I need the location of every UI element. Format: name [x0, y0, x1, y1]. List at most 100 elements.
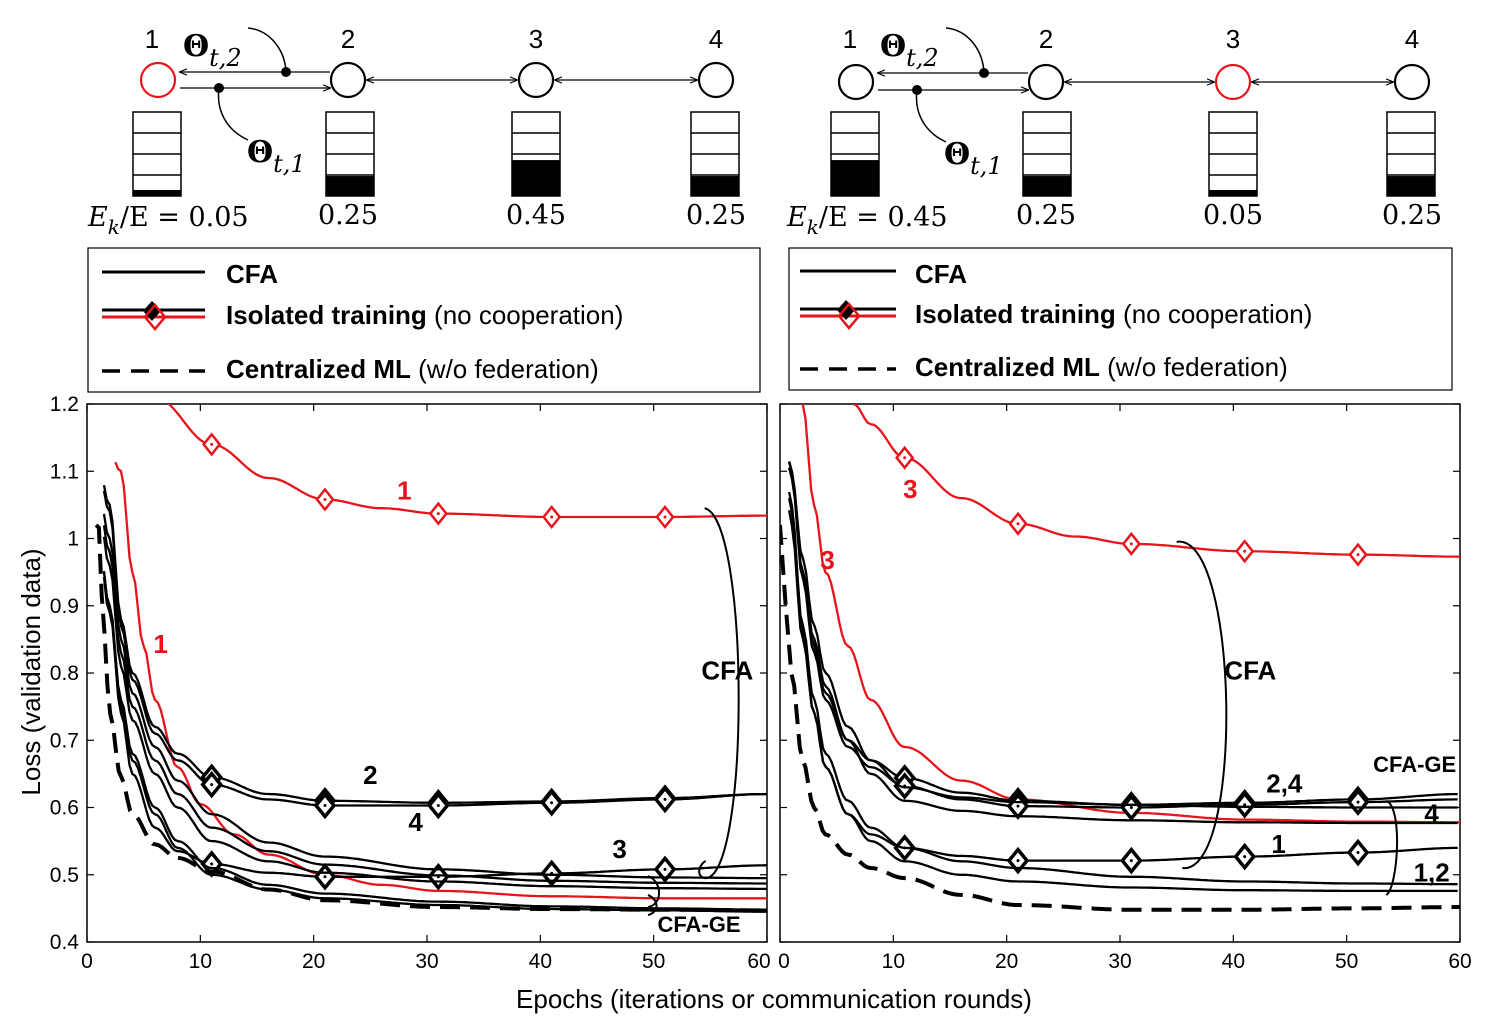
data-point-center [663, 867, 667, 871]
x-tick-label: 0 [778, 950, 790, 973]
x-tick-label: 50 [642, 950, 665, 973]
annotation-label: 1 [153, 629, 167, 659]
topology-right: Θt,2 Θt,1 1 Ek/E = 0.45 2 0.25 3 0.05 4 0.25 [786, 24, 1442, 239]
node-1 [837, 63, 875, 101]
legend-central-bold: Centralized ML [915, 352, 1100, 382]
series-line-cfa [102, 513, 767, 880]
node-label-3: 3 [529, 24, 543, 54]
ratio-label-2: 0.25 [318, 200, 378, 231]
node-4 [1393, 63, 1431, 101]
svg-text:Isolated training (no cooperat: Isolated training (no cooperation) [915, 299, 1312, 329]
annotation-label: 1 [1271, 829, 1285, 859]
legend-isolated-bold: Isolated training [915, 299, 1116, 329]
plot-panel-right: 0 10 20 30 40 50 60 3 3 CFA 2,4 CFA-GE 4 1 1,2 [778, 403, 1472, 973]
data-buffer-2 [1022, 111, 1072, 197]
x-tick-label: 10 [882, 950, 905, 973]
series-line-centralized-ml [94, 523, 765, 913]
series-line-cfa-ge [787, 497, 1458, 886]
annotation-label: CFA [1224, 656, 1276, 686]
theta-1-label: Θt,1 [944, 137, 1003, 180]
x-tick-label: 30 [415, 950, 438, 973]
y-tick-label: 0.8 [50, 662, 79, 685]
y-tick-label: 1 [67, 528, 79, 551]
data-buffer-1 [132, 111, 182, 197]
node-3 [517, 61, 555, 99]
data-point-center [323, 803, 327, 807]
node-2 [329, 61, 367, 99]
legend-central-rest: (w/o federation) [411, 354, 599, 384]
series-line-cfa [787, 467, 1458, 825]
data-point-center [1243, 803, 1247, 807]
ratio-label-1: Ek/E = 0.05 [87, 202, 249, 239]
annotation-label: CFA-GE [657, 912, 740, 937]
data-point-center [436, 803, 440, 807]
data-point-center [210, 442, 214, 446]
cfa-bracket [698, 507, 740, 880]
node-label-4: 4 [1405, 24, 1419, 54]
y-axis-label: Loss (validation data) [16, 548, 46, 795]
data-point-center [1016, 522, 1020, 526]
plot-frame [86, 403, 768, 943]
node-label-1: 1 [843, 24, 857, 54]
node-3 [1214, 63, 1252, 101]
series-line-cfa [102, 536, 767, 891]
cfa-ge-brace [1385, 799, 1399, 896]
plot-panel-left: 0 10 20 30 40 50 60 0.4 0.5 0.6 0.7 0.8 0.9 1 1.1 1.2 1 1… [50, 393, 771, 973]
ratio-label-4: 0.25 [1382, 200, 1442, 231]
annotation-label: 1,2 [1414, 857, 1450, 887]
theta-2-pointer [945, 27, 985, 74]
x-tick-label: 20 [995, 950, 1018, 973]
series-line-cfa-ge [787, 510, 1458, 893]
legends: CFA Isolated training (no cooperation) C… [87, 247, 1453, 393]
annotation-label: 4 [408, 807, 423, 837]
data-buffer-3 [1208, 111, 1258, 197]
data-point-center [1243, 855, 1247, 859]
theta-1-label: Θt,1 [247, 135, 306, 178]
x-tick-label: 40 [529, 950, 552, 973]
data-point-center [1016, 804, 1020, 808]
series-line-centralized-ml [780, 524, 1460, 912]
node-label-2: 2 [341, 24, 355, 54]
svg-text:Centralized ML (w/o federatio: Centralized ML (w/o federation) [915, 352, 1288, 382]
annotation-label: 4 [1424, 798, 1439, 828]
x-tick-label: 10 [189, 950, 212, 973]
data-point-center [663, 515, 667, 519]
data-buffer-4 [1386, 111, 1436, 197]
cfa-ge-brace [647, 875, 661, 917]
annotation-label: 2,4 [1266, 769, 1303, 799]
node-label-4: 4 [709, 24, 723, 54]
annotation-label: 2 [363, 760, 377, 790]
x-tick-label: 40 [1222, 950, 1245, 973]
theta-2-pointer [247, 27, 287, 73]
data-point-center [1356, 800, 1360, 804]
legend-marker-red [837, 302, 861, 330]
data-buffer-4 [690, 111, 740, 197]
legend-isolated-bold: Isolated training [226, 300, 427, 330]
data-point-center [1243, 549, 1247, 553]
theta-2-label: Θt,2 [880, 29, 939, 72]
legend-cfa: CFA [226, 259, 278, 289]
legend-marker-red [143, 303, 167, 331]
x-tick-label: 0 [81, 950, 93, 973]
legend-box-right: CFA Isolated training (no cooperation) C… [788, 247, 1453, 391]
data-buffer-3 [511, 111, 561, 197]
node-label-1: 1 [145, 24, 159, 54]
y-tick-label: 0.5 [50, 864, 79, 887]
annotation-label: 3 [903, 474, 917, 504]
svg-text:Centralized ML (w/o federation: Centralized ML (w/o federation) [226, 354, 599, 384]
legend-central-bold: Centralized ML [226, 354, 411, 384]
legend-isolated-rest: (no cooperation) [427, 300, 624, 330]
x-tick-label: 50 [1335, 950, 1358, 973]
svg-text:Isolated training (no cooperat: Isolated training (no cooperation) [226, 300, 623, 330]
x-tick-label: 60 [747, 950, 770, 973]
theta-1-pointer [217, 87, 249, 141]
data-point-center [550, 515, 554, 519]
data-point-center [210, 783, 214, 787]
annotation-label: 3 [820, 545, 834, 575]
node-1 [139, 61, 177, 99]
series-line-cfa [787, 461, 1458, 809]
data-point-center [1356, 851, 1360, 855]
y-tick-label: 1.1 [50, 460, 79, 483]
x-tick-label: 60 [1448, 950, 1471, 973]
